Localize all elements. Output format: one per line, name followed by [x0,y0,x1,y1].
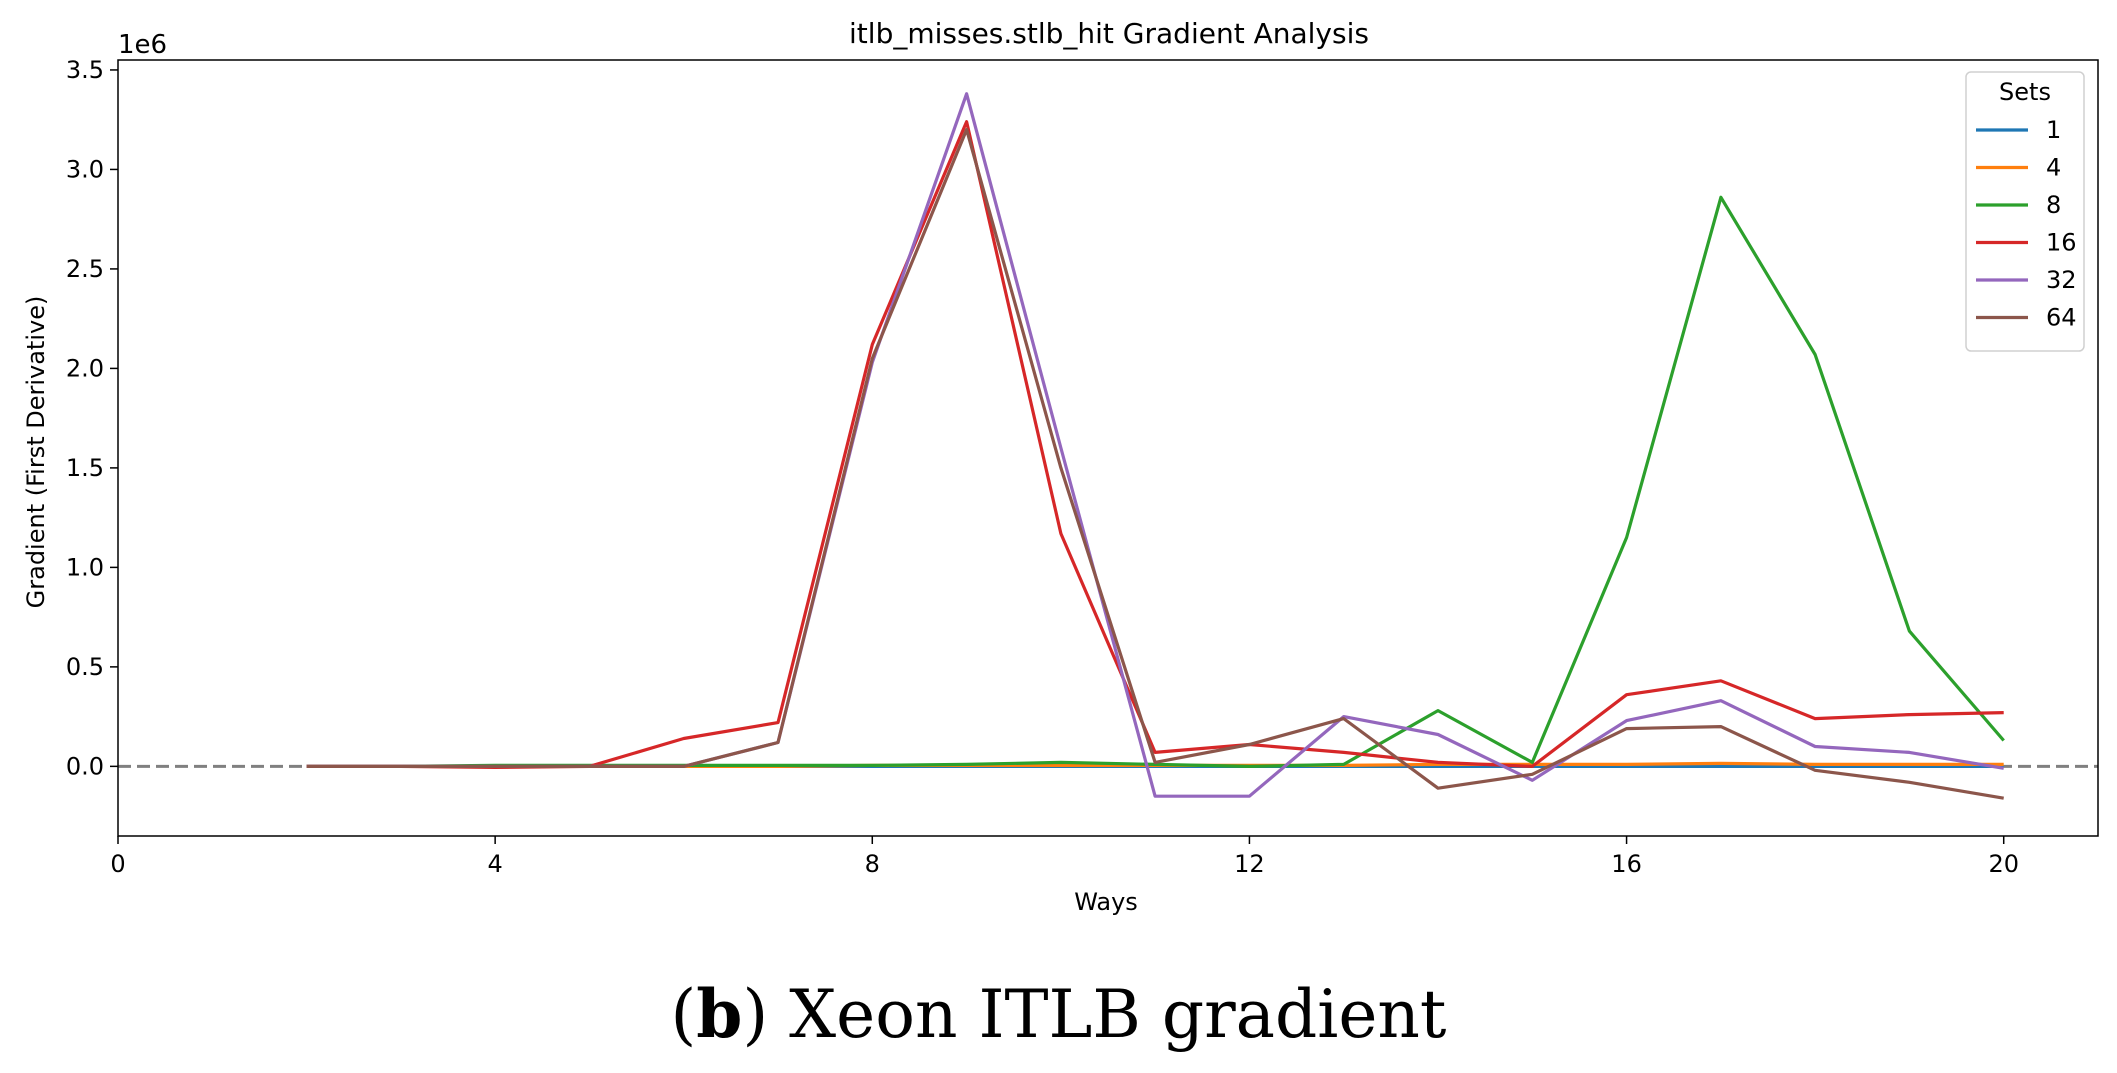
y-tick-label: 1.5 [66,454,104,482]
x-tick-label: 12 [1234,850,1265,878]
legend-label-8: 8 [2046,191,2061,219]
plot-area: 0 4 8 12 16 20 0.0 0.5 1.0 1.5 2.0 2.5 3.0 3.5 [66,56,2099,878]
x-tick-label: 20 [1988,850,2019,878]
x-tick-label: 0 [110,850,125,878]
series-line-64 [306,128,2004,800]
y-tick-label: 0.0 [66,752,104,780]
axes-frame [117,59,2099,837]
x-tick-label: 8 [865,850,880,878]
caption-close-paren: ) [742,976,769,1053]
x-tick-label: 16 [1611,850,1642,878]
legend-label-1: 1 [2046,116,2061,144]
line-chart: itlb_misses.stlb_hit Gradient Analysis 1… [22,17,2099,916]
caption-open-paren: ( [670,976,697,1053]
y-tick-label: 3.5 [66,56,104,84]
y-tick-label: 2.0 [66,354,104,382]
y-tick-label: 3.0 [66,155,104,183]
series-line-8 [306,195,2005,769]
x-axis-label: Ways [1074,888,1138,916]
legend-label-16: 16 [2046,229,2077,257]
chart-title: itlb_misses.stlb_hit Gradient Analysis [849,17,1369,50]
y-tick-label: 0.5 [66,653,104,681]
x-tick-label: 4 [488,850,503,878]
legend-label-32: 32 [2046,266,2077,294]
y-tick-label: 2.5 [66,255,104,283]
legend-label-4: 4 [2046,154,2061,182]
legend-title: Sets [1999,78,2051,106]
legend: Sets 1 4 8 16 32 64 [1965,71,2085,352]
y-scale-label: 1e6 [118,30,167,60]
legend-label-64: 64 [2046,304,2077,332]
y-tick-label: 1.0 [66,553,104,581]
series-line-16 [306,120,2004,770]
caption-label: b [696,975,743,1053]
y-axis-label: Gradient (First Derivative) [22,296,50,609]
figure-caption: (b) Xeon ITLB gradient [0,975,2117,1053]
caption-text: Xeon ITLB gradient [768,976,1447,1053]
